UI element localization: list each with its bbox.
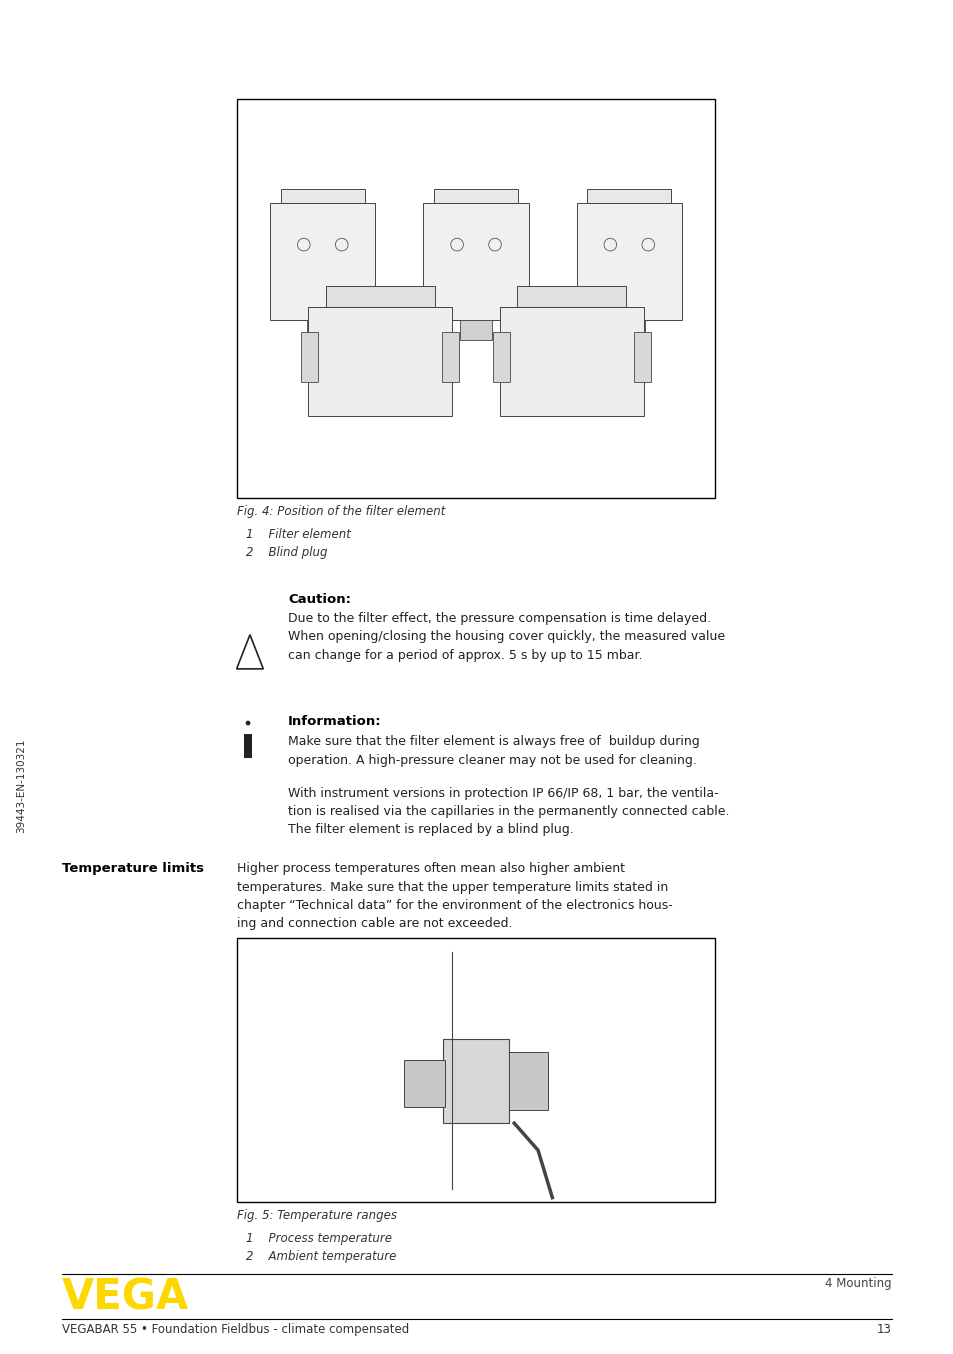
Text: 2    Ambient temperature: 2 Ambient temperature xyxy=(246,1250,396,1263)
Text: ing and connection cable are not exceeded.: ing and connection cable are not exceede… xyxy=(236,918,512,930)
Text: temperatures. Make sure that the upper temperature limits stated in: temperatures. Make sure that the upper t… xyxy=(236,880,667,894)
Text: !: ! xyxy=(247,643,253,657)
Text: 39443-EN-130321: 39443-EN-130321 xyxy=(16,738,26,833)
Text: ①: ① xyxy=(414,206,422,217)
Text: Make sure that the filter element is always free of  buildup during: Make sure that the filter element is alw… xyxy=(288,735,700,749)
Text: 13: 13 xyxy=(876,1323,891,1336)
Text: ②: ② xyxy=(639,310,647,320)
Text: ①: ① xyxy=(390,394,398,403)
Text: Fig. 5: Temperature ranges: Fig. 5: Temperature ranges xyxy=(236,1209,396,1223)
Text: Due to the filter effect, the pressure compensation is time delayed.: Due to the filter effect, the pressure c… xyxy=(288,612,711,626)
Text: Information:: Information: xyxy=(288,715,381,728)
Text: 4 Mounting: 4 Mounting xyxy=(824,1277,891,1290)
Text: ②: ② xyxy=(566,290,575,301)
Text: Higher process temperatures often mean also higher ambient: Higher process temperatures often mean a… xyxy=(236,862,624,876)
Text: ①: ① xyxy=(581,394,590,403)
Text: tion is realised via the capillaries in the permanently connected cable.: tion is realised via the capillaries in … xyxy=(288,804,729,818)
Text: Fig. 4: Position of the filter element: Fig. 4: Position of the filter element xyxy=(236,505,444,519)
Text: ①: ① xyxy=(260,206,269,217)
Text: ①: ① xyxy=(566,206,575,217)
Text: With instrument versions in protection IP 66/IP 68, 1 bar, the ventila-: With instrument versions in protection I… xyxy=(288,787,718,800)
Text: operation. A high-pressure cleaner may not be used for cleaning.: operation. A high-pressure cleaner may n… xyxy=(288,753,697,766)
Text: ②: ② xyxy=(447,310,456,320)
Text: 2    Blind plug: 2 Blind plug xyxy=(246,546,327,559)
Text: Temperature limits: Temperature limits xyxy=(62,862,204,876)
Text: can change for a period of approx. 5 s by up to 15 mbar.: can change for a period of approx. 5 s b… xyxy=(288,649,642,662)
Text: ②: ② xyxy=(414,290,422,301)
Text: VEGABAR 55 • Foundation Fieldbus - climate compensated: VEGABAR 55 • Foundation Fieldbus - clima… xyxy=(62,1323,409,1336)
Text: When opening/closing the housing cover quickly, the measured value: When opening/closing the housing cover q… xyxy=(288,631,724,643)
Text: VEGA: VEGA xyxy=(62,1275,189,1319)
Text: 1    Filter element: 1 Filter element xyxy=(246,528,351,542)
Text: Caution:: Caution: xyxy=(288,593,351,607)
Text: 1    Process temperature: 1 Process temperature xyxy=(246,1232,392,1246)
Text: The filter element is replaced by a blind plug.: The filter element is replaced by a blin… xyxy=(288,823,574,837)
Text: ①: ① xyxy=(351,1124,361,1133)
Text: ②: ② xyxy=(576,980,586,991)
Text: chapter “Technical data” for the environment of the electronics hous-: chapter “Technical data” for the environ… xyxy=(236,899,672,913)
Text: ②: ② xyxy=(260,290,269,301)
